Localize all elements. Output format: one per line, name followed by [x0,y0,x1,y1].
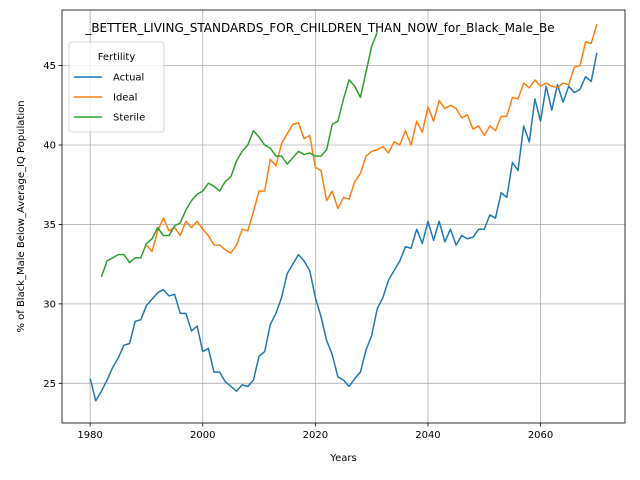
plot-frame [61,9,626,424]
y-tick-label: 30 [43,299,56,310]
series-lines [89,24,598,402]
x-tick-label: 1980 [77,430,102,441]
x-axis-label: Years [329,453,356,464]
series-line-sterile [100,31,378,278]
legend-title: Fertility [98,52,136,63]
y-tick-label: 35 [43,220,56,231]
series-line-ideal [145,24,598,254]
x-tick-label: 2000 [190,430,215,441]
chart-title: _BETTER_LIVING_STANDARDS_FOR_CHILDREN_TH… [84,21,554,35]
y-tick-label: 40 [43,141,56,152]
axis-ticks: 1980 2000 2020 2040 2060 25 30 35 40 45 [43,61,553,441]
legend-label-sterile: Sterile [113,113,145,124]
x-tick-label: 2020 [303,430,328,441]
legend-label-actual: Actual [113,73,144,84]
legend-box [68,41,165,133]
series-line-actual [89,52,598,402]
y-tick-label: 25 [43,379,56,390]
grid-lines [62,10,625,423]
y-tick-label: 45 [43,61,56,72]
legend-label-ideal: Ideal [113,93,137,104]
legend: Fertility Actual Ideal Sterile [68,41,165,133]
legend-entries: Actual Ideal Sterile [74,73,145,124]
y-axis-label: % of Black_Male Below_Average_IQ Populat… [16,100,27,332]
x-tick-label: 2060 [528,430,553,441]
x-tick-label: 2040 [415,430,440,441]
